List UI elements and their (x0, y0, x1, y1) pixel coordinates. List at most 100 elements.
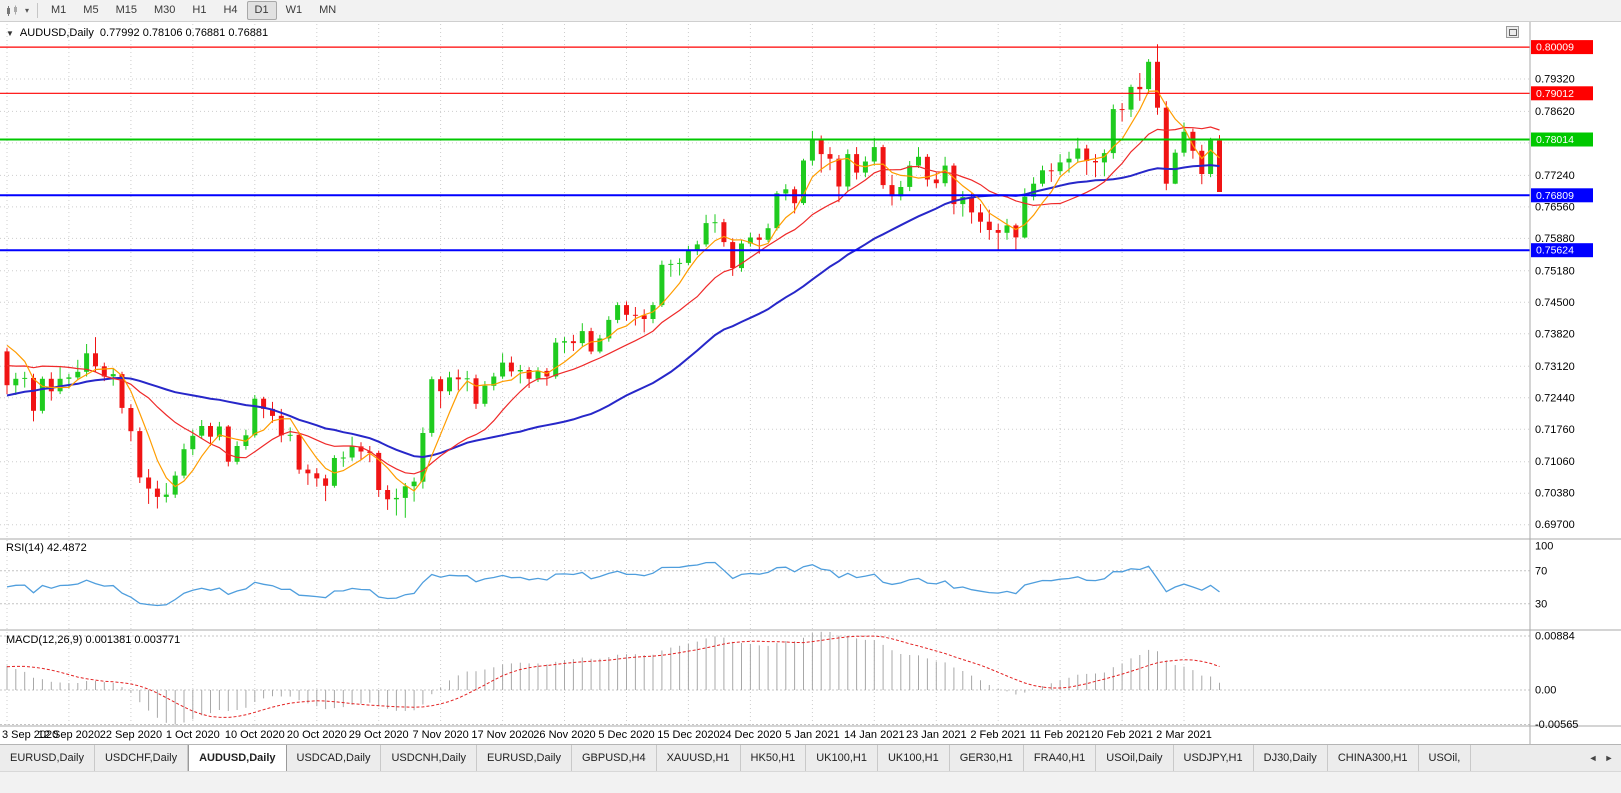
price-tick-label: 0.74500 (1535, 297, 1575, 309)
dropdown-caret-icon[interactable]: ▾ (24, 6, 29, 15)
timeframe-toolbar: ▾ M1 M5 M15 M30 H1 H4 D1 W1 MN (0, 0, 1621, 22)
price-tick-label: 0.78620 (1535, 106, 1575, 118)
timeframe-button-m5[interactable]: M5 (83, 4, 99, 16)
svg-text:30: 30 (1535, 598, 1547, 610)
svg-text:20 Oct 2020: 20 Oct 2020 (287, 729, 347, 741)
svg-text:29 Oct 2020: 29 Oct 2020 (349, 729, 409, 741)
symbol-tab[interactable]: EURUSD,Daily (0, 745, 95, 771)
timeframe-buttons: M1 M5 M15 M30 H1 H4 D1 W1 MN (43, 1, 344, 20)
candles (4, 44, 1222, 518)
svg-text:20 Feb 2021: 20 Feb 2021 (1091, 729, 1153, 741)
svg-text:12 Sep 2020: 12 Sep 2020 (38, 729, 100, 741)
svg-text:22 Sep 2020: 22 Sep 2020 (100, 729, 162, 741)
macd-axis: 0.00884 0.00 -0.00565 (1535, 631, 1578, 732)
symbol-tab[interactable]: UK100,H1 (877, 745, 950, 771)
svg-text:100: 100 (1535, 541, 1553, 553)
price-tick-label: 0.76560 (1535, 201, 1575, 213)
price-line-badge: 0.78014 (1531, 132, 1593, 147)
symbol-tab[interactable]: USDCNH,Daily (381, 745, 478, 771)
rsi-line (6, 561, 1220, 607)
timeframe-button-h4[interactable]: H4 (223, 4, 238, 16)
svg-text:2 Mar 2021: 2 Mar 2021 (1156, 729, 1212, 741)
svg-text:2 Feb 2021: 2 Feb 2021 (970, 729, 1026, 741)
symbol-tab[interactable]: CHINA300,H1 (1327, 745, 1419, 771)
chart-surface[interactable]: 0.793200.786200.779400.772400.765600.758… (0, 22, 1621, 766)
symbol-tab[interactable]: AUDUSD,Daily (188, 745, 287, 771)
price-line-badge: 0.75624 (1531, 243, 1593, 258)
rsi-axis: 100 70 30 (1535, 541, 1553, 611)
svg-text:5 Jan 2021: 5 Jan 2021 (785, 729, 839, 741)
tab-scroll-right-icon[interactable]: ► (1604, 753, 1614, 763)
price-tick-label: 0.70380 (1535, 488, 1575, 500)
timeframe-button-w1[interactable]: W1 (285, 4, 303, 16)
toolbar-separator (37, 3, 38, 18)
tab-scroll-controls: ◄ ► (1585, 745, 1621, 771)
price-tick-label: 0.75180 (1535, 265, 1575, 277)
chart-symbol-period: AUDUSD,Daily (19, 27, 94, 39)
symbol-tab[interactable]: UK100,H1 (806, 745, 878, 771)
symbol-tab[interactable]: HK50,H1 (740, 745, 807, 771)
svg-text:7 Nov 2020: 7 Nov 2020 (412, 729, 468, 741)
price-tick-label: 0.75880 (1535, 233, 1575, 245)
symbol-tabs: EURUSD,Daily USDCHF,Daily AUDUSD,Daily USDC… (0, 745, 1472, 771)
price-tick-label: 0.73120 (1535, 361, 1575, 373)
symbol-tab[interactable]: USDCHF,Daily (94, 745, 189, 771)
svg-text:24 Dec 2020: 24 Dec 2020 (719, 729, 781, 741)
symbol-tab[interactable]: USDJPY,H1 (1173, 745, 1254, 771)
svg-text:14 Jan 2021: 14 Jan 2021 (844, 729, 905, 741)
price-line-badge: 0.76809 (1531, 188, 1593, 203)
svg-text:0.76809: 0.76809 (1536, 190, 1574, 202)
price-tick-label: 0.79320 (1535, 74, 1575, 86)
symbol-tab[interactable]: USOil,Daily (1096, 745, 1174, 771)
macd-signal-line (6, 635, 1220, 718)
svg-text:-0.00565: -0.00565 (1535, 719, 1578, 731)
timeframe-button-d1[interactable]: D1 (246, 1, 277, 20)
symbol-tab[interactable]: GBPUSD,H4 (572, 745, 657, 771)
restore-window-icon[interactable] (1506, 26, 1519, 38)
collapse-chart-icon[interactable]: ▼ (6, 28, 14, 38)
timeframe-button-h1[interactable]: H1 (192, 4, 207, 16)
rsi-indicator-label: RSI(14) 42.4872 (6, 542, 87, 554)
svg-text:17 Nov 2020: 17 Nov 2020 (471, 729, 533, 741)
svg-text:5 Dec 2020: 5 Dec 2020 (598, 729, 654, 741)
timeframe-button-mn[interactable]: MN (319, 4, 337, 16)
svg-text:1 Oct 2020: 1 Oct 2020 (166, 729, 220, 741)
svg-text:0.75624: 0.75624 (1536, 245, 1574, 257)
chart-tool-icon[interactable] (4, 3, 22, 19)
svg-text:0.00884: 0.00884 (1535, 631, 1575, 643)
price-tick-label: 0.71760 (1535, 424, 1575, 436)
price-tick-label: 0.77240 (1535, 170, 1575, 182)
ma-line-13 (6, 126, 1220, 475)
tab-scroll-left-icon[interactable]: ◄ (1588, 753, 1598, 763)
price-tick-label: 0.72440 (1535, 392, 1575, 404)
timeframe-button-m15[interactable]: M15 (115, 4, 137, 16)
symbol-tab-bar: EURUSD,Daily USDCHF,Daily AUDUSD,Daily USDC… (0, 744, 1621, 771)
symbol-tab[interactable]: USOil, (1418, 745, 1472, 771)
svg-text:10 Oct 2020: 10 Oct 2020 (225, 729, 285, 741)
symbol-tab[interactable]: USDCAD,Daily (286, 745, 382, 771)
svg-text:11 Feb 2021: 11 Feb 2021 (1030, 729, 1091, 741)
svg-text:70: 70 (1535, 565, 1547, 577)
svg-text:0.80009: 0.80009 (1536, 42, 1574, 54)
symbol-tab[interactable]: FRA40,H1 (1023, 745, 1097, 771)
macd-histogram (6, 631, 1220, 725)
symbol-tab[interactable]: DJ30,Daily (1253, 745, 1328, 771)
svg-text:3 Sep 2020: 3 Sep 2020 (2, 729, 58, 741)
price-tick-label: 0.69700 (1535, 519, 1575, 531)
price-tick-label: 0.71060 (1535, 456, 1575, 468)
price-line-badge: 0.79012 (1531, 86, 1593, 101)
svg-text:0.00: 0.00 (1535, 685, 1556, 697)
timeframe-button-m30[interactable]: M30 (153, 4, 176, 16)
symbol-tab[interactable]: EURUSD,Daily (477, 745, 572, 771)
ma-line-5 (6, 90, 1220, 492)
svg-text:15 Dec 2020: 15 Dec 2020 (657, 729, 719, 741)
symbol-tab[interactable]: GER30,H1 (949, 745, 1024, 771)
timeframe-button-m1[interactable]: M1 (51, 4, 67, 16)
symbol-tab[interactable]: XAUUSD,H1 (656, 745, 741, 771)
bottom-strip (0, 771, 1621, 793)
svg-text:0.79012: 0.79012 (1536, 88, 1574, 100)
svg-text:23 Jan 2021: 23 Jan 2021 (906, 729, 967, 741)
price-line-badge: 0.80009 (1531, 40, 1593, 55)
